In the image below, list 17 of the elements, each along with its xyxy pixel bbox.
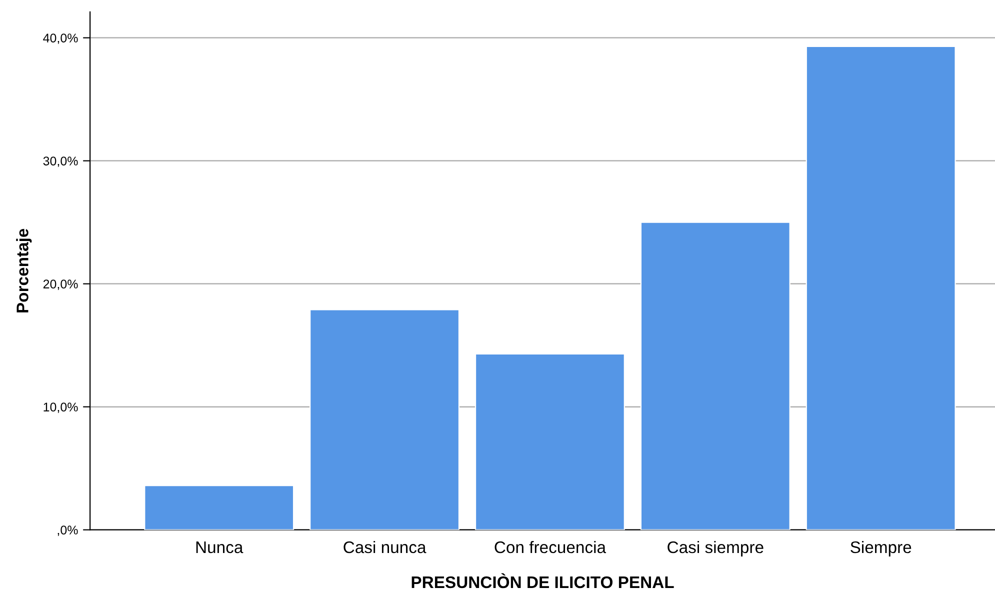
x-axis-title: PRESUNCIÒN DE ILICITO PENAL	[412, 573, 674, 588]
x-tick-label: Con frecuencia	[494, 540, 606, 554]
x-tick-label: Siempre	[850, 540, 912, 556]
y-tick-label: 20,0%	[43, 280, 78, 290]
y-tick-label: ,0%	[58, 526, 78, 536]
bar	[806, 46, 956, 530]
y-tick-label: 40,0%	[43, 34, 78, 44]
bar	[144, 484, 294, 530]
x-tick-label: Nunca	[196, 542, 244, 554]
y-axis-title: Porcentaje	[16, 228, 32, 312]
bar	[474, 353, 625, 530]
y-tick-label: 30,0%	[43, 156, 78, 167]
x-tick-label: Casi nunca	[344, 540, 426, 554]
y-tick-label: 10,0%	[44, 402, 78, 413]
bar	[640, 222, 790, 530]
x-tick-label: Casi siempre	[668, 540, 764, 556]
bar	[310, 309, 460, 530]
